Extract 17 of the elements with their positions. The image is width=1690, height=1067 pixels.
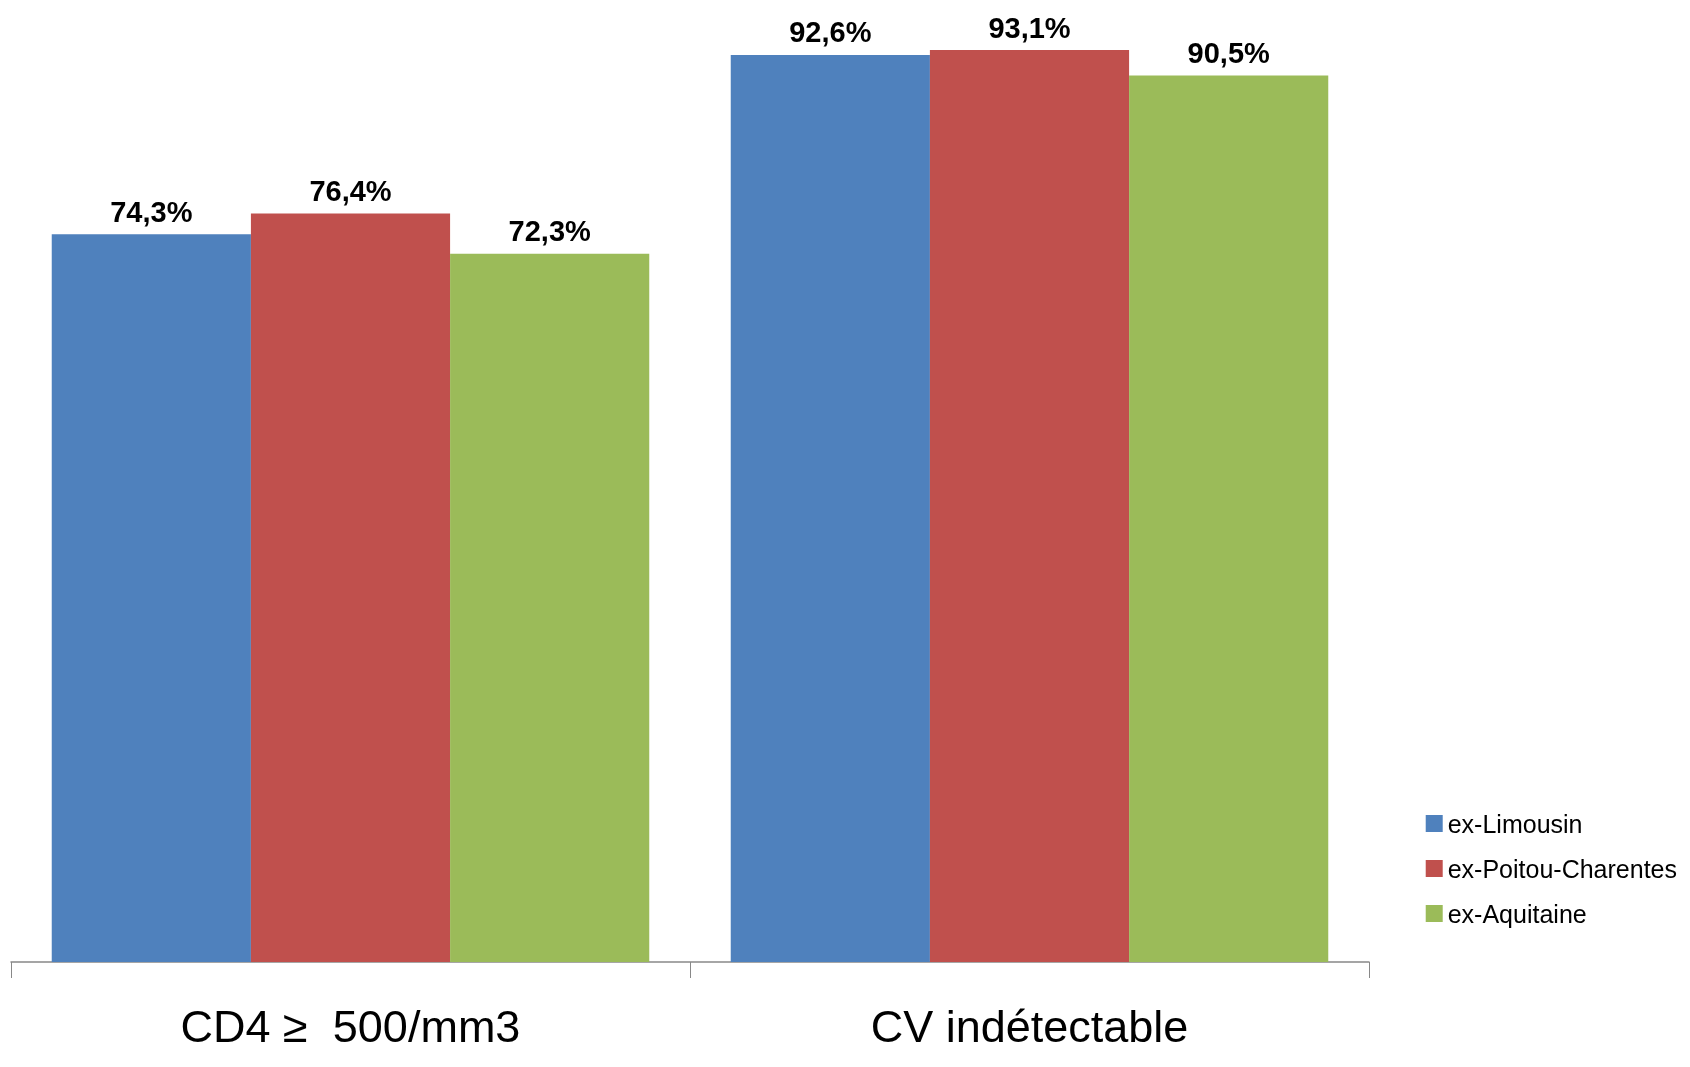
bar [929, 50, 1130, 962]
bar [730, 54, 930, 962]
bar [1129, 75, 1329, 962]
legend-label: ex-Limousin [1447, 809, 1583, 838]
data-label: 72,3% [508, 215, 591, 248]
data-label: 90,5% [1187, 36, 1270, 69]
legend-label: ex-Aquitaine [1447, 899, 1587, 928]
data-label: 93,1% [988, 11, 1071, 44]
x-tick-label: CV indétectable [870, 1001, 1189, 1052]
data-label: 92,6% [789, 16, 872, 49]
legend-label: ex-Poitou-Charentes [1447, 854, 1678, 883]
bar [51, 234, 251, 962]
bar [250, 213, 451, 962]
data-label: 76,4% [309, 175, 392, 208]
data-label: 74,3% [110, 195, 193, 228]
bar [450, 253, 650, 962]
x-tick-label: CD4 ≥ 500/mm3 [180, 1001, 521, 1052]
